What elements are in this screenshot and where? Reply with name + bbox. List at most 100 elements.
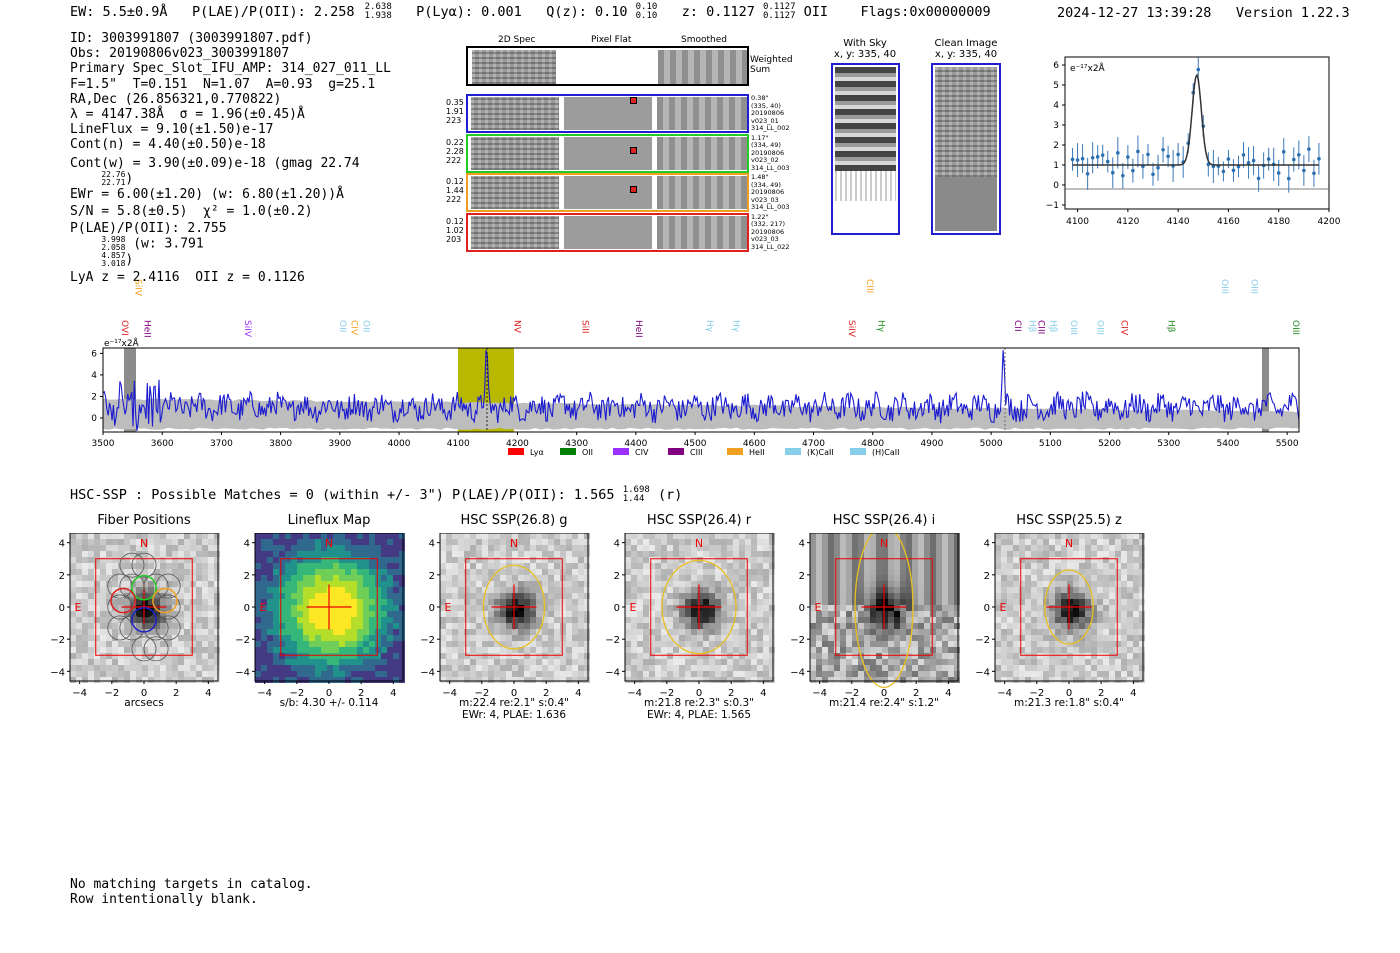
panel-pixel [739, 557, 745, 563]
info-plae-lo: 2.058 [101, 243, 126, 253]
panel-pixel [1001, 671, 1007, 677]
panel-pixel [321, 557, 327, 563]
panel-pixel [912, 563, 918, 569]
panel-pixel [840, 539, 846, 545]
panel-pixel [631, 659, 637, 665]
panel-pixel [954, 551, 960, 557]
panel-pixel [560, 539, 566, 545]
panel-pixel [518, 677, 524, 683]
panel-pixel [351, 533, 357, 539]
panel-pixel [154, 569, 160, 575]
panel-pixel [518, 569, 524, 575]
panel-pixel [1049, 677, 1055, 683]
panel-pixel [142, 671, 148, 677]
panel-pixel [148, 587, 154, 593]
panel-pixel [190, 659, 196, 665]
panel-pixel [1019, 611, 1025, 617]
panel-pixel [924, 575, 930, 581]
fiber-circle [155, 615, 181, 641]
panel-pixel [667, 581, 673, 587]
panel-pixel [1133, 539, 1139, 545]
panel-pixel [1091, 677, 1097, 683]
panel-pixel [309, 641, 315, 647]
panel-pixel [1079, 677, 1085, 683]
panel-pixel [458, 677, 464, 683]
panel-pixel [930, 617, 936, 623]
panel-pixel [351, 539, 357, 545]
panel-pixel [464, 575, 470, 581]
panel-pixel [100, 581, 106, 587]
panel-pixel [876, 641, 882, 647]
panel-pixel [894, 533, 900, 539]
panel-pixel [584, 665, 590, 671]
panel-pixel [214, 671, 220, 677]
panel-pixel [500, 641, 506, 647]
panel-pixel [757, 599, 763, 605]
panel-pixel [112, 635, 118, 641]
panel-pixel [512, 593, 518, 599]
panel-pixel [393, 677, 399, 683]
panel-pixel [566, 545, 572, 551]
panel-pixel [870, 605, 876, 611]
panel-pixel [679, 635, 685, 641]
panel-pixel [995, 599, 1001, 605]
panel-pixel [912, 647, 918, 653]
panel-pixel [667, 617, 673, 623]
panel-pixel [542, 653, 548, 659]
spectrum-legend: Lyα OII CIV CIII HeII (K)CaII (H)CaII [508, 448, 899, 457]
panel-pixel [363, 647, 369, 653]
panel-pixel [172, 563, 178, 569]
panel-pixel [309, 671, 315, 677]
panel-pixel [661, 671, 667, 677]
panel-pixel [572, 611, 578, 617]
panel-pixel [530, 551, 536, 557]
panel-pixel [184, 569, 190, 575]
panel-pixel [924, 587, 930, 593]
panel-pixel [327, 563, 333, 569]
fiber-stat: 223 [446, 116, 462, 125]
panel-pixel [846, 557, 852, 563]
panel-pixel [1103, 569, 1109, 575]
panel-pixel [822, 647, 828, 653]
panel-pixel [942, 653, 948, 659]
panel-pixel [1019, 581, 1025, 587]
panel-pixel [703, 551, 709, 557]
panel-pixel [363, 605, 369, 611]
panel-pixel [858, 599, 864, 605]
panel-pixel [202, 533, 208, 539]
panel-pixel [828, 653, 834, 659]
panel-pixel [828, 569, 834, 575]
panel-pixel [1067, 623, 1073, 629]
panel-pixel [566, 641, 572, 647]
panel-pixel [691, 671, 697, 677]
panel-pixel [315, 575, 321, 581]
panel-pixel [357, 551, 363, 557]
info-contw-main: Cont(w) = 3.90(±0.09)e-18 (gmag 22.74 [70, 155, 360, 171]
panel-pixel [751, 539, 757, 545]
panel-pixel [1055, 569, 1061, 575]
legend-label: (H)CaII [872, 448, 899, 457]
panel-pixel [637, 635, 643, 641]
panel-pixel [751, 533, 757, 539]
panel-pixel [900, 569, 906, 575]
panel-pixel [548, 551, 554, 557]
panel-pixel [1061, 635, 1067, 641]
panel-pixel [458, 599, 464, 605]
panel-pixel [214, 665, 220, 671]
full-xtick-label: 4300 [565, 439, 588, 449]
panel-pixel [297, 623, 303, 629]
panel-pixel [536, 659, 542, 665]
galaxy-ellipse [854, 533, 914, 689]
panel-pixel [333, 551, 339, 557]
panel-pixel [655, 617, 661, 623]
legend-label: (K)CaII [807, 448, 834, 457]
panel-pixel [1079, 611, 1085, 617]
panel-pixel [279, 629, 285, 635]
panel-pixel [381, 545, 387, 551]
panel-pixel [870, 599, 876, 605]
panel-pixel [118, 617, 124, 623]
header-version: Version 1.22.3 [1235, 5, 1350, 21]
panel-pixel [936, 545, 942, 551]
